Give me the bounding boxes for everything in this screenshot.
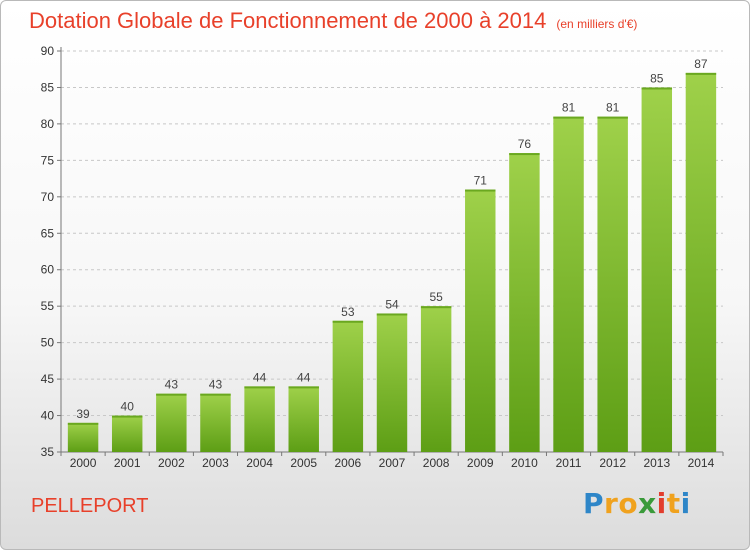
labels: 39 40 43 43 44 44 53 54 55 71 76 81 81 85 87: [76, 57, 708, 421]
bar-value-label: 76: [518, 137, 532, 151]
axes: 35 40 45 50 55 60 65 70 75 80 85 90 2000 2001 2002 2003…: [41, 44, 724, 470]
x-tick-label: 2011: [556, 456, 582, 470]
bar-top-edge: [420, 306, 452, 309]
bar-top-edge: [509, 153, 540, 156]
logo-letter: t: [666, 487, 681, 520]
x-tick-label: 2003: [202, 456, 229, 470]
bar-value-label: 44: [253, 370, 267, 384]
bar: [420, 306, 452, 452]
commune-name: PELLEPORT: [31, 495, 149, 517]
y-tick-label: 80: [41, 117, 55, 131]
logo-letter: r: [604, 487, 619, 520]
bar: [156, 393, 187, 452]
x-tick-label: 2006: [335, 456, 362, 470]
y-tick-label: 55: [41, 299, 55, 313]
bar-top-edge: [597, 116, 628, 119]
chart-title-text: Dotation Globale de Fonctionnement de 20…: [29, 8, 547, 33]
bar: [509, 153, 540, 452]
y-tick-label: 90: [41, 44, 55, 58]
x-tick-label: 2004: [246, 456, 273, 470]
logo-letter: o: [618, 487, 639, 520]
bar-top-edge: [685, 72, 717, 75]
bar: [67, 422, 99, 452]
y-tick-label: 45: [41, 372, 55, 386]
bar-value-label: 43: [209, 378, 223, 392]
bar: [376, 313, 408, 452]
bar: [288, 386, 319, 452]
x-tick-label: 2007: [379, 456, 406, 470]
bar: [200, 393, 231, 452]
bar: [597, 116, 628, 453]
bar: [332, 320, 364, 452]
bar-value-label: 85: [650, 71, 664, 85]
x-tick-label: 2010: [511, 456, 538, 470]
bar: [111, 415, 143, 452]
bar-top-edge: [244, 386, 275, 389]
bars: [67, 72, 717, 453]
bar-top-edge: [465, 189, 496, 192]
logo-letter: i: [656, 487, 667, 520]
bar-value-label: 81: [606, 101, 620, 115]
bar-top-edge: [200, 393, 231, 396]
bar-top-edge: [288, 386, 319, 389]
x-tick-label: 2008: [423, 456, 450, 470]
bar-top-edge: [376, 313, 408, 316]
bar: [465, 189, 496, 452]
chart-title: Dotation Globale de Fonctionnement de 20…: [29, 8, 637, 34]
bar: [553, 116, 584, 453]
y-tick-label: 70: [41, 190, 55, 204]
bar-value-label: 39: [76, 407, 90, 421]
x-tick-label: 2012: [599, 456, 626, 470]
x-tick-label: 2014: [688, 456, 715, 470]
bar-value-label: 55: [429, 290, 443, 304]
bar-top-edge: [553, 116, 584, 119]
x-tick-label: 2002: [158, 456, 185, 470]
bar-value-label: 40: [121, 400, 135, 414]
y-tick-label: 60: [41, 263, 55, 277]
logo-letter: P: [583, 487, 605, 520]
bar-top-edge: [111, 415, 143, 418]
y-tick-label: 35: [41, 445, 55, 459]
logo-letter: i: [680, 487, 691, 520]
bar-top-edge: [156, 393, 187, 396]
bar-top-edge: [67, 422, 99, 425]
x-tick-label: 2013: [643, 456, 670, 470]
bar: [244, 386, 275, 452]
x-tick-label: 2000: [70, 456, 97, 470]
bar-value-label: 71: [474, 174, 488, 188]
bar-value-label: 54: [385, 297, 399, 311]
y-tick-label: 65: [41, 226, 55, 240]
bar-value-label: 53: [341, 305, 355, 319]
x-tick-label: 2001: [114, 456, 141, 470]
proxiti-logo: Proxiti: [583, 487, 691, 520]
bar-value-label: 87: [694, 57, 708, 71]
logo-letter: x: [638, 487, 657, 520]
bar-top-edge: [641, 87, 673, 90]
y-tick-label: 40: [41, 409, 55, 423]
x-tick-label: 2005: [290, 456, 317, 470]
x-tick-label: 2009: [467, 456, 494, 470]
bar-value-label: 43: [165, 378, 179, 392]
bar: [685, 72, 717, 452]
bar-top-edge: [332, 320, 364, 323]
y-tick-label: 85: [41, 80, 55, 94]
y-tick-label: 50: [41, 336, 55, 350]
chart-unit: (en milliers d'€): [556, 17, 638, 31]
bar: [641, 87, 673, 453]
bar-value-label: 81: [562, 101, 576, 115]
bar-value-label: 44: [297, 370, 311, 384]
y-tick-label: 75: [41, 153, 55, 167]
